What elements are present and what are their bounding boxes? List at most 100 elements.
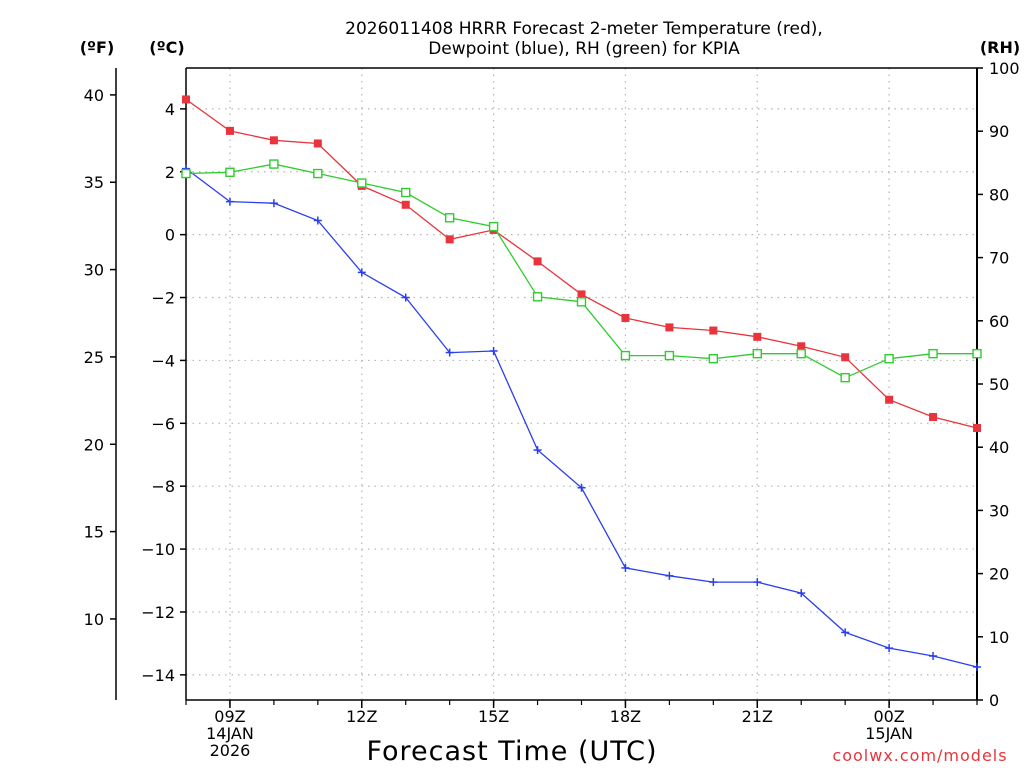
data-point bbox=[445, 235, 454, 244]
x-tick-label: 00Z bbox=[873, 707, 904, 726]
data-point bbox=[929, 413, 938, 422]
data-point bbox=[269, 199, 278, 208]
data-point bbox=[313, 216, 322, 225]
x-tick-label: 09Z bbox=[214, 707, 245, 726]
data-point bbox=[797, 589, 806, 598]
data-point bbox=[445, 348, 454, 357]
fahrenheit-tick-label: 10 bbox=[84, 610, 104, 629]
rh-tick-label: 10 bbox=[989, 628, 1009, 647]
data-point bbox=[709, 326, 718, 335]
fahrenheit-tick-label: 25 bbox=[84, 348, 104, 367]
rh-tick-label: 0 bbox=[989, 691, 999, 710]
fahrenheit-tick-label: 40 bbox=[84, 86, 104, 105]
data-point bbox=[885, 395, 894, 404]
series-dewpoint bbox=[182, 164, 981, 671]
data-point bbox=[401, 200, 410, 209]
data-point bbox=[972, 348, 982, 359]
data-point bbox=[577, 483, 586, 492]
data-point bbox=[796, 348, 806, 359]
rh-unit-label: (RH) bbox=[980, 38, 1020, 57]
data-point bbox=[488, 221, 499, 232]
data-point bbox=[753, 332, 762, 341]
data-point bbox=[576, 297, 587, 307]
data-point bbox=[357, 268, 366, 277]
rh-tick-label: 30 bbox=[989, 501, 1009, 520]
data-point bbox=[577, 290, 586, 299]
data-point bbox=[665, 571, 674, 580]
data-point bbox=[973, 424, 981, 433]
x-tick-label: 21Z bbox=[742, 707, 773, 726]
data-point bbox=[225, 197, 234, 206]
rh-tick-label: 100 bbox=[989, 59, 1020, 78]
data-point bbox=[181, 168, 191, 179]
x-tick-label: 2026 bbox=[210, 741, 251, 760]
fahrenheit-axis: 40 35 30 25 20 15 10 bbox=[84, 86, 116, 629]
rh-tick-label: 80 bbox=[989, 185, 1009, 204]
data-point bbox=[752, 348, 762, 359]
data-point bbox=[928, 348, 938, 359]
x-tick-label: 18Z bbox=[610, 707, 641, 726]
celsius-tick-label: 0 bbox=[165, 226, 175, 245]
data-point bbox=[313, 168, 323, 179]
x-tick-label: 14JAN bbox=[206, 724, 254, 743]
data-point bbox=[841, 628, 850, 637]
celsius-tick-label: −4 bbox=[151, 351, 175, 370]
chart-title-line-2: Dewpoint (blue), RH (green) for KPIA bbox=[428, 39, 740, 59]
fahrenheit-unit-label: (ºF) bbox=[80, 38, 115, 57]
x-axis-title: Forecast Time (UTC) bbox=[366, 736, 657, 767]
rh-tick-label: 20 bbox=[989, 565, 1009, 584]
data-point bbox=[664, 350, 675, 361]
gridlines bbox=[186, 68, 977, 700]
rh-tick-label: 70 bbox=[989, 249, 1009, 268]
series-layer bbox=[181, 95, 982, 671]
data-point bbox=[708, 354, 719, 364]
data-point bbox=[973, 662, 981, 671]
data-point bbox=[753, 578, 762, 587]
fahrenheit-tick-label: 20 bbox=[84, 435, 104, 454]
data-point bbox=[621, 313, 630, 322]
data-point bbox=[357, 178, 367, 188]
data-point bbox=[313, 139, 322, 148]
celsius-tick-label: −2 bbox=[151, 289, 175, 308]
data-point bbox=[489, 346, 498, 355]
data-point bbox=[797, 342, 806, 351]
data-point bbox=[269, 136, 278, 145]
fahrenheit-tick-label: 15 bbox=[84, 523, 104, 542]
data-point bbox=[533, 446, 542, 455]
series-relative-humidity bbox=[181, 159, 982, 383]
rh-tick-label: 60 bbox=[989, 312, 1009, 331]
celsius-tick-label: −14 bbox=[141, 666, 175, 685]
rh-tick-label: 40 bbox=[989, 438, 1009, 457]
celsius-axis: 4 2 0 −2 −4 −6 −8 −10 −12 −14 bbox=[141, 100, 186, 685]
fahrenheit-tick-label: 30 bbox=[84, 261, 104, 280]
data-point bbox=[620, 350, 631, 361]
data-point bbox=[841, 353, 850, 362]
data-point bbox=[929, 651, 938, 660]
data-point bbox=[444, 213, 455, 223]
data-point bbox=[401, 187, 411, 198]
data-point bbox=[225, 167, 235, 177]
data-point bbox=[532, 292, 543, 302]
credit-text: coolwx.com/models bbox=[832, 746, 1007, 765]
data-point bbox=[709, 578, 718, 587]
data-point bbox=[884, 354, 894, 364]
data-point bbox=[621, 563, 630, 572]
fahrenheit-tick-label: 35 bbox=[84, 173, 104, 192]
x-tick-label: 15Z bbox=[478, 707, 509, 726]
data-point bbox=[533, 257, 542, 266]
data-point bbox=[225, 126, 234, 135]
celsius-tick-label: −12 bbox=[141, 603, 175, 622]
data-point bbox=[401, 293, 410, 302]
celsius-unit-label: (ºC) bbox=[149, 38, 184, 57]
celsius-tick-label: −8 bbox=[151, 477, 175, 496]
data-point bbox=[840, 372, 850, 383]
series-2-meter-temperature bbox=[182, 95, 981, 433]
x-tick-label: 12Z bbox=[346, 707, 377, 726]
data-point bbox=[885, 644, 894, 653]
rh-tick-label: 50 bbox=[989, 375, 1009, 394]
celsius-tick-label: −6 bbox=[151, 414, 175, 433]
data-point bbox=[269, 159, 279, 169]
x-tick-label: 15JAN bbox=[865, 724, 913, 743]
